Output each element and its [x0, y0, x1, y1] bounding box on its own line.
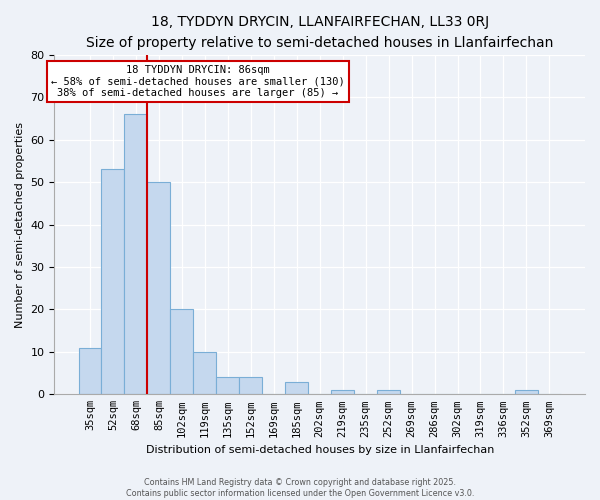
Bar	[239, 378, 262, 394]
X-axis label: Distribution of semi-detached houses by size in Llanfairfechan: Distribution of semi-detached houses by …	[146, 445, 494, 455]
Bar	[377, 390, 400, 394]
Bar	[170, 310, 193, 394]
Bar	[79, 348, 101, 395]
Bar	[331, 390, 354, 394]
Bar	[148, 182, 170, 394]
Bar	[124, 114, 148, 394]
Bar	[193, 352, 217, 395]
Text: Contains HM Land Registry data © Crown copyright and database right 2025.
Contai: Contains HM Land Registry data © Crown c…	[126, 478, 474, 498]
Bar	[515, 390, 538, 394]
Text: 18 TYDDYN DRYCIN: 86sqm
← 58% of semi-detached houses are smaller (130)
38% of s: 18 TYDDYN DRYCIN: 86sqm ← 58% of semi-de…	[51, 65, 344, 98]
Bar	[217, 378, 239, 394]
Bar	[101, 170, 124, 394]
Y-axis label: Number of semi-detached properties: Number of semi-detached properties	[15, 122, 25, 328]
Title: 18, TYDDYN DRYCIN, LLANFAIRFECHAN, LL33 0RJ
Size of property relative to semi-de: 18, TYDDYN DRYCIN, LLANFAIRFECHAN, LL33 …	[86, 15, 553, 50]
Bar	[285, 382, 308, 394]
